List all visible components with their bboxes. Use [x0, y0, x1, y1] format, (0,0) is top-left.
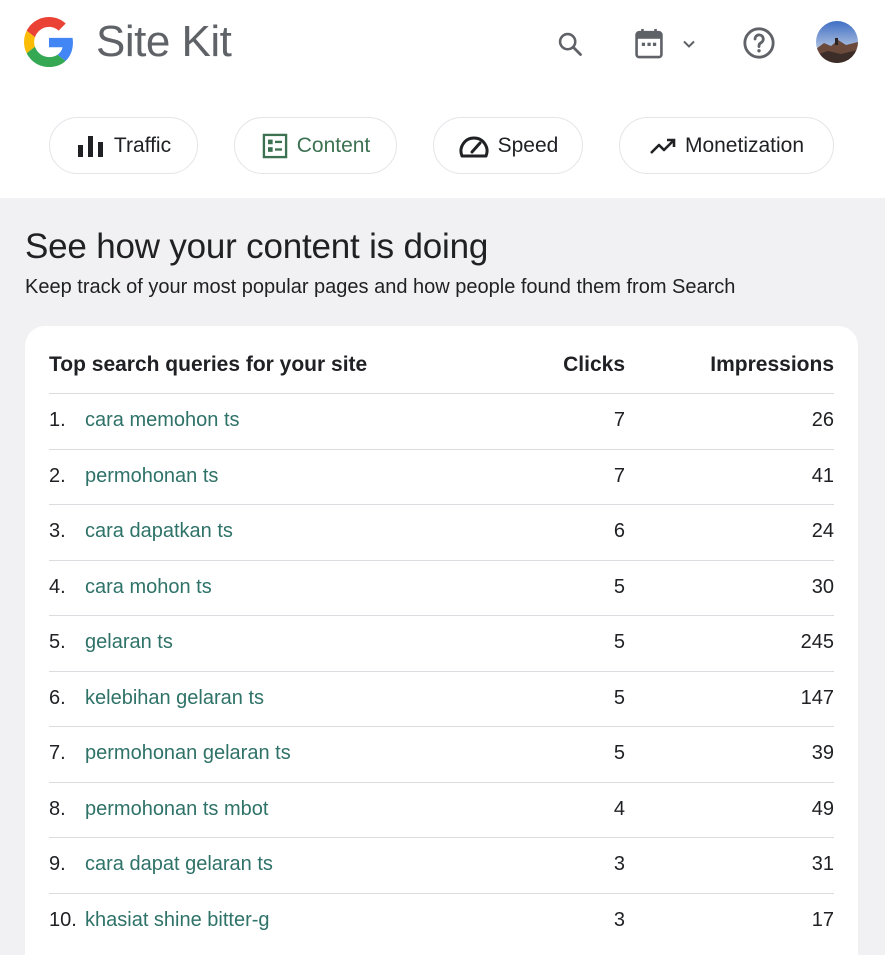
row-clicks: 7	[613, 464, 625, 487]
row-impressions: 39	[811, 742, 834, 764]
chevron-down-icon	[683, 40, 695, 48]
help-icon	[743, 27, 775, 59]
row-number: 4.	[49, 575, 66, 598]
tab-content[interactable]: Content	[234, 117, 397, 174]
tab-content-label: Content	[296, 133, 371, 157]
row-impressions: 31	[811, 853, 834, 875]
row-impressions: 26	[811, 409, 834, 431]
trending-up-icon	[650, 138, 676, 154]
row-number: 3.	[49, 520, 66, 542]
header-impressions[interactable]: Impressions	[710, 353, 834, 376]
tab-traffic-label: Traffic	[113, 133, 172, 157]
table-row: 6. kelebihan gelaran ts 5 147	[49, 670, 834, 727]
table-row: 10. khasiat shine bitter-g 3 17	[49, 892, 834, 949]
header-query: Top search queries for your site	[49, 353, 368, 376]
row-number: 2.	[49, 464, 66, 487]
section-subtitle: Keep track of your most popular pages an…	[25, 276, 736, 298]
query-link[interactable]: kelebihan gelaran ts	[85, 686, 265, 709]
table-row: 5. gelaran ts 5 245	[49, 615, 834, 671]
row-number: 1.	[49, 409, 66, 431]
table-body: 1. cara memohon ts 7 26 2. permohonan ts…	[49, 393, 834, 948]
row-clicks: 3	[613, 908, 625, 931]
search-button[interactable]	[550, 24, 590, 64]
row-impressions: 17	[811, 908, 834, 931]
row-impressions: 30	[811, 575, 834, 598]
avatar-photo-icon	[816, 21, 858, 63]
tab-monetization[interactable]: Monetization	[619, 117, 834, 174]
row-impressions: 24	[811, 520, 834, 542]
table-row: 4. cara mohon ts 5 30	[49, 559, 834, 616]
help-button[interactable]	[739, 23, 779, 63]
row-number: 7.	[49, 742, 66, 764]
table-row: 3. cara dapatkan ts 6 24	[49, 504, 834, 560]
row-number: 10.	[49, 908, 77, 931]
article-icon	[262, 133, 287, 158]
query-link[interactable]: permohonan ts	[85, 464, 219, 487]
query-link[interactable]: gelaran ts	[85, 631, 173, 653]
row-clicks: 3	[613, 853, 625, 875]
row-impressions: 147	[800, 686, 834, 709]
tab-speed[interactable]: Speed	[433, 117, 583, 174]
query-link[interactable]: cara memohon ts	[85, 409, 240, 431]
tab-monetization-label: Monetization	[684, 133, 805, 157]
row-clicks: 4	[613, 797, 625, 820]
tab-speed-label: Speed	[497, 133, 559, 157]
row-impressions: 245	[800, 631, 834, 653]
row-impressions: 49	[811, 797, 834, 820]
user-avatar[interactable]	[816, 21, 858, 63]
query-link[interactable]: khasiat shine bitter-g	[85, 908, 270, 931]
brand-name: Site Kit	[96, 17, 232, 66]
table-row: 9. cara dapat gelaran ts 3 31	[49, 837, 834, 893]
dashboard-tabs: Traffic Content Speed Monetiz	[0, 117, 885, 174]
table-header: Top search queries for your site Clicks …	[49, 348, 834, 394]
query-link[interactable]: cara dapat gelaran ts	[85, 853, 273, 875]
site-kit-brand[interactable]: Site Kit	[24, 16, 232, 68]
google-g-icon	[24, 17, 73, 67]
query-link[interactable]: permohonan gelaran ts	[85, 742, 291, 764]
row-clicks: 5	[613, 575, 625, 598]
table-row: 2. permohonan ts 7 41	[49, 448, 834, 505]
row-number: 8.	[49, 797, 66, 820]
row-clicks: 6	[613, 520, 625, 542]
row-number: 6.	[49, 686, 66, 709]
row-clicks: 5	[613, 631, 625, 653]
row-clicks: 5	[613, 742, 625, 764]
row-impressions: 41	[811, 464, 834, 487]
speedometer-icon	[459, 136, 489, 157]
tab-traffic[interactable]: Traffic	[49, 117, 198, 174]
row-clicks: 7	[613, 409, 625, 431]
table-row: 8. permohonan ts mbot 4 49	[49, 781, 834, 838]
section-title: See how your content is doing	[25, 227, 489, 266]
query-link[interactable]: permohonan ts mbot	[85, 797, 269, 820]
top-queries-card: Top search queries for your site Clicks …	[25, 326, 858, 955]
table-row: 7. permohonan gelaran ts 5 39	[49, 726, 834, 782]
table-row: 1. cara memohon ts 7 26	[49, 393, 834, 449]
content-section: See how your content is doing Keep track…	[0, 198, 885, 955]
header-clicks[interactable]: Clicks	[563, 353, 625, 376]
bar-chart-icon	[77, 135, 103, 157]
row-number: 9.	[49, 853, 66, 875]
date-range-button[interactable]	[626, 22, 706, 66]
query-link[interactable]: cara dapatkan ts	[85, 520, 233, 542]
calendar-icon	[635, 28, 663, 59]
row-clicks: 5	[613, 686, 625, 709]
search-icon	[558, 32, 582, 56]
top-bar: Site Kit	[0, 0, 885, 198]
row-number: 5.	[49, 631, 66, 653]
query-link[interactable]: cara mohon ts	[85, 575, 212, 598]
